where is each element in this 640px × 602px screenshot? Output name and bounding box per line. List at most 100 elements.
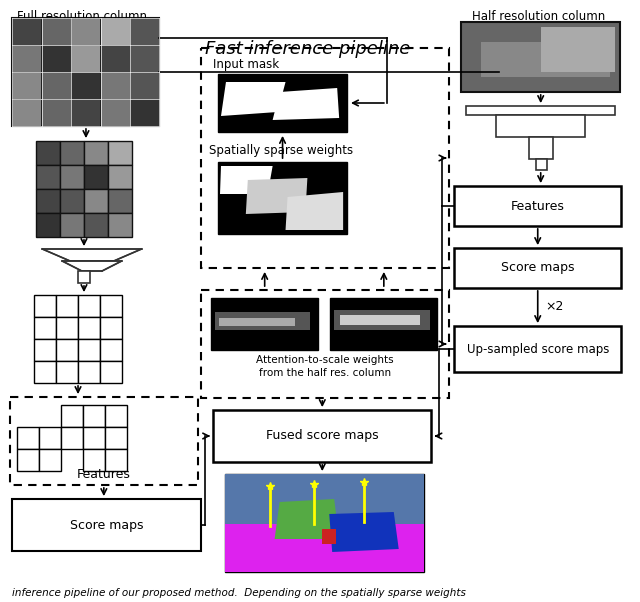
Bar xyxy=(13,72,42,99)
Polygon shape xyxy=(215,312,310,330)
FancyBboxPatch shape xyxy=(17,427,39,449)
Bar xyxy=(131,72,159,99)
FancyBboxPatch shape xyxy=(56,317,78,339)
FancyBboxPatch shape xyxy=(35,339,56,361)
FancyBboxPatch shape xyxy=(529,137,552,159)
FancyBboxPatch shape xyxy=(218,162,347,234)
FancyBboxPatch shape xyxy=(35,317,56,339)
Bar xyxy=(13,19,42,45)
Bar xyxy=(72,46,100,72)
Text: Features: Features xyxy=(511,199,564,213)
Text: Fast inference pipeline: Fast inference pipeline xyxy=(205,40,410,58)
FancyBboxPatch shape xyxy=(36,213,60,237)
FancyBboxPatch shape xyxy=(56,339,78,361)
Bar xyxy=(101,19,129,45)
FancyBboxPatch shape xyxy=(536,159,547,170)
Polygon shape xyxy=(340,315,420,325)
Bar xyxy=(131,19,159,45)
FancyBboxPatch shape xyxy=(83,449,105,471)
FancyBboxPatch shape xyxy=(56,295,78,317)
Bar xyxy=(72,72,100,99)
Bar xyxy=(42,46,71,72)
Text: Half resolution column: Half resolution column xyxy=(472,10,605,23)
FancyBboxPatch shape xyxy=(84,189,108,213)
FancyBboxPatch shape xyxy=(454,326,621,372)
FancyBboxPatch shape xyxy=(108,189,132,213)
Bar xyxy=(131,99,159,125)
FancyBboxPatch shape xyxy=(60,165,84,189)
Bar xyxy=(72,19,100,45)
Polygon shape xyxy=(225,524,424,572)
FancyBboxPatch shape xyxy=(78,361,100,383)
Text: Attention-to-scale weights: Attention-to-scale weights xyxy=(257,355,394,365)
FancyBboxPatch shape xyxy=(78,317,100,339)
FancyBboxPatch shape xyxy=(108,141,132,165)
FancyBboxPatch shape xyxy=(105,449,127,471)
Polygon shape xyxy=(219,318,296,326)
FancyBboxPatch shape xyxy=(36,165,60,189)
FancyBboxPatch shape xyxy=(105,427,127,449)
FancyBboxPatch shape xyxy=(83,427,105,449)
FancyBboxPatch shape xyxy=(467,106,615,115)
FancyBboxPatch shape xyxy=(454,248,621,288)
Text: inference pipeline of our proposed method.  Depending on the spatially sparse we: inference pipeline of our proposed metho… xyxy=(13,588,467,598)
FancyBboxPatch shape xyxy=(39,427,61,449)
FancyBboxPatch shape xyxy=(218,74,347,132)
Polygon shape xyxy=(323,529,336,544)
FancyBboxPatch shape xyxy=(496,115,586,137)
Polygon shape xyxy=(42,249,141,261)
Polygon shape xyxy=(481,42,610,77)
FancyBboxPatch shape xyxy=(108,165,132,189)
FancyBboxPatch shape xyxy=(78,271,90,283)
Polygon shape xyxy=(246,178,307,214)
FancyBboxPatch shape xyxy=(17,449,39,471)
Text: from the half res. column: from the half res. column xyxy=(259,368,391,378)
Bar xyxy=(101,46,129,72)
Bar xyxy=(13,46,42,72)
Bar xyxy=(101,72,129,99)
Text: Fused score maps: Fused score maps xyxy=(266,429,379,442)
FancyBboxPatch shape xyxy=(78,339,100,361)
Polygon shape xyxy=(220,166,273,194)
FancyBboxPatch shape xyxy=(83,405,105,427)
FancyBboxPatch shape xyxy=(60,213,84,237)
Polygon shape xyxy=(285,192,343,230)
Bar xyxy=(72,99,100,125)
Polygon shape xyxy=(225,474,424,524)
FancyBboxPatch shape xyxy=(454,186,621,226)
Polygon shape xyxy=(541,27,615,72)
FancyBboxPatch shape xyxy=(61,427,83,449)
FancyBboxPatch shape xyxy=(60,189,84,213)
FancyBboxPatch shape xyxy=(39,449,61,471)
FancyBboxPatch shape xyxy=(100,339,122,361)
FancyBboxPatch shape xyxy=(225,474,424,572)
Bar xyxy=(13,99,42,125)
Text: ×2: ×2 xyxy=(546,300,564,314)
Text: Score maps: Score maps xyxy=(501,261,575,275)
Bar xyxy=(42,72,71,99)
FancyBboxPatch shape xyxy=(100,317,122,339)
Text: Input mask: Input mask xyxy=(213,58,279,71)
FancyBboxPatch shape xyxy=(211,298,318,350)
Text: Score maps: Score maps xyxy=(70,518,143,532)
Text: Spatially sparse weights: Spatially sparse weights xyxy=(209,144,353,157)
Polygon shape xyxy=(273,88,339,120)
Bar xyxy=(42,99,71,125)
Text: Features: Features xyxy=(77,468,131,481)
FancyBboxPatch shape xyxy=(100,361,122,383)
Bar xyxy=(42,19,71,45)
FancyBboxPatch shape xyxy=(56,361,78,383)
FancyBboxPatch shape xyxy=(108,213,132,237)
FancyBboxPatch shape xyxy=(84,213,108,237)
FancyBboxPatch shape xyxy=(105,405,127,427)
FancyBboxPatch shape xyxy=(461,22,620,92)
Bar xyxy=(101,99,129,125)
FancyBboxPatch shape xyxy=(36,189,60,213)
Bar xyxy=(131,46,159,72)
Polygon shape xyxy=(275,499,339,539)
FancyBboxPatch shape xyxy=(60,141,84,165)
FancyBboxPatch shape xyxy=(61,405,83,427)
FancyBboxPatch shape xyxy=(36,141,60,165)
Polygon shape xyxy=(329,512,399,552)
FancyBboxPatch shape xyxy=(78,295,100,317)
